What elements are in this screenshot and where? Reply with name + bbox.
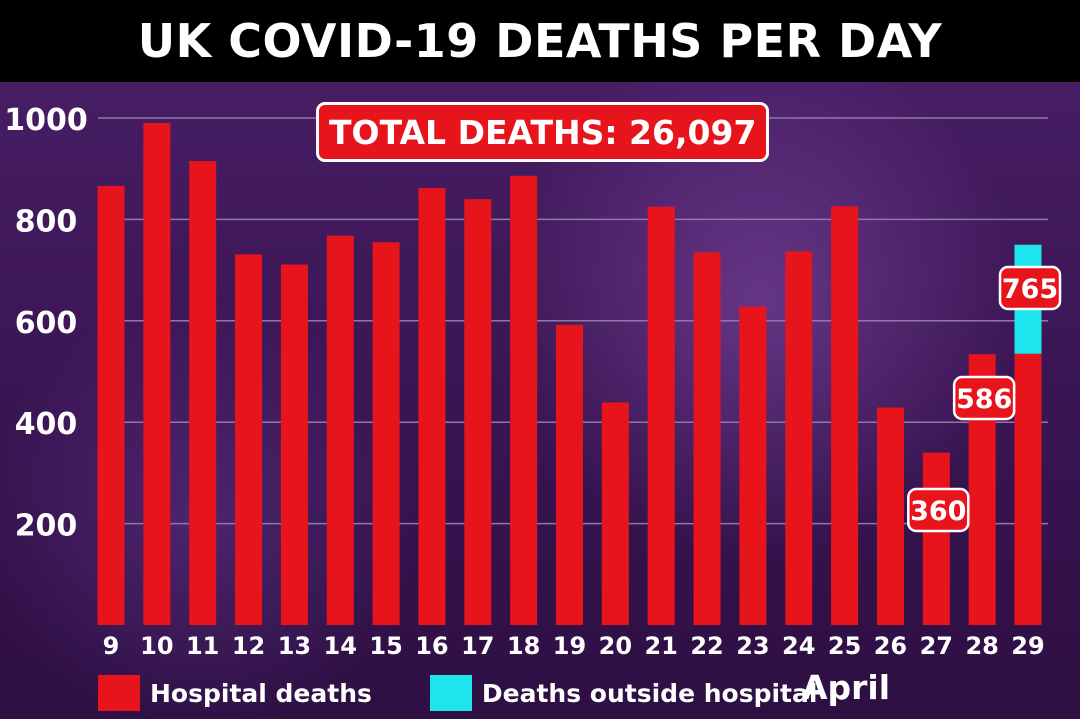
bar-hospital-15	[372, 242, 400, 625]
bar-hospital-21	[647, 206, 675, 625]
x-tick-label: 14	[324, 632, 357, 660]
legend-swatch-hospital	[98, 675, 140, 711]
bar-hospital-14	[326, 235, 354, 625]
legend-label-outside: Deaths outside hospital	[481, 678, 818, 708]
x-tick-label: 19	[553, 632, 586, 660]
x-tick-label: 27	[920, 632, 953, 660]
x-tick-label: 16	[415, 632, 448, 660]
bar-hospital-23	[739, 306, 767, 625]
callout-box-27	[907, 487, 970, 533]
callouts: 360 586 765	[907, 265, 1062, 533]
y-axis: 200 400 600 800 1000	[4, 103, 88, 544]
bar-hospital-10	[143, 123, 171, 625]
x-tick-label: 26	[874, 632, 907, 660]
bar-hospital-9	[97, 185, 125, 626]
x-tick-label: 21	[644, 632, 677, 660]
legend-label-hospital: Hospital deaths	[150, 678, 372, 708]
callout-box-29	[998, 265, 1062, 311]
x-tick-label: 20	[599, 632, 632, 660]
x-tick-label: 24	[782, 632, 815, 660]
legend: Hospital deaths Deaths outside hospital	[98, 674, 875, 712]
total-deaths-badge: TOTAL DEATHS: 26,097	[316, 102, 770, 162]
bar-hospital-17	[464, 199, 492, 625]
x-tick-label: 13	[278, 632, 311, 660]
x-tick-label: 25	[828, 632, 861, 660]
x-tick-label: 29	[1011, 632, 1044, 660]
bar-hospital-11	[189, 161, 217, 625]
bar-hospital-16	[418, 187, 446, 625]
x-axis-month-label: April	[802, 668, 891, 707]
x-tick-label: 28	[965, 632, 998, 660]
bar-hospital-29	[1014, 353, 1042, 625]
x-tick-label: 9	[103, 632, 120, 660]
bar-hospital-22	[693, 252, 721, 626]
bar-hospital-25	[831, 206, 859, 625]
chart-title: UK COVID-19 DEATHS PER DAY	[0, 0, 1080, 82]
bar-hospital-24	[785, 251, 813, 625]
y-tick-label: 600	[15, 306, 78, 341]
legend-swatch-outside	[429, 675, 472, 711]
callout-value-29: 765	[1002, 274, 1058, 305]
x-tick-label: 12	[232, 632, 265, 660]
bar-hospital-19	[556, 324, 583, 625]
y-tick-label: 800	[15, 204, 78, 239]
x-tick-label: 23	[736, 632, 769, 660]
y-tick-label: 200	[15, 509, 78, 544]
x-tick-label: 17	[461, 632, 494, 660]
bar-hospital-20	[601, 402, 629, 625]
x-axis: 9 10 11 12 13 14 15 16 17 18 19 20 21 22 23 24 25 26 27 28 2…	[103, 632, 1045, 660]
callout-box-28	[952, 375, 1016, 421]
y-tick-label: 400	[15, 407, 78, 442]
y-tick-label: 1000	[4, 103, 88, 138]
callout-value-27: 360	[910, 496, 966, 527]
x-tick-label: 22	[690, 632, 723, 660]
x-tick-label: 18	[507, 632, 540, 660]
x-tick-label: 15	[369, 632, 402, 660]
bar-hospital-12	[235, 254, 263, 625]
callout-value-28: 586	[956, 384, 1012, 415]
bar-hospital-27	[922, 452, 950, 625]
bar-hospital-18	[510, 175, 538, 625]
bars	[97, 123, 1042, 626]
bar-hospital-26	[876, 407, 904, 625]
x-tick-label: 10	[140, 632, 173, 660]
bar-hospital-13	[280, 264, 308, 625]
x-tick-label: 11	[186, 632, 219, 660]
